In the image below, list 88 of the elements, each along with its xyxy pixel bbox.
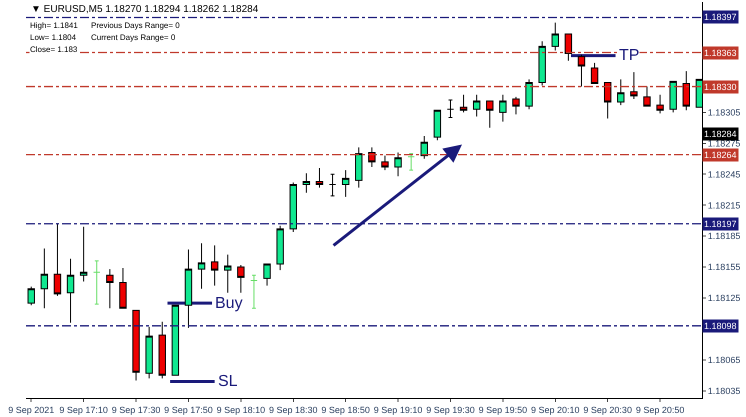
- ref-line-label: 1.18330: [704, 82, 737, 92]
- annotation: Current Days Range= 0: [91, 33, 176, 42]
- candlestick: [342, 170, 350, 198]
- x-tick-label: 9 Sep 20:10: [530, 404, 580, 415]
- candlestick: [434, 110, 442, 141]
- candlestick: [198, 242, 206, 290]
- candlestick: [172, 304, 180, 376]
- candlestick: [132, 310, 140, 381]
- candlestick: [525, 78, 533, 110]
- x-tick-label: 9 Sep 19:50: [478, 404, 528, 415]
- candlestick: [145, 326, 153, 379]
- y-tick-label: 1.18155: [708, 262, 740, 272]
- candlestick: [302, 172, 310, 194]
- candlestick: [66, 258, 74, 324]
- x-tick-label: 9 Sep 19:30: [426, 404, 475, 415]
- candlestick: [355, 146, 362, 188]
- annotation: High= 1.1841: [30, 21, 78, 30]
- annotation: Close= 1.183: [30, 45, 78, 54]
- x-tick-label: 9 Sep 19:10: [374, 404, 422, 415]
- y-tick-label: 1.18035: [708, 386, 740, 396]
- x-tick-label: 9 Sep 20:50: [636, 404, 684, 415]
- series-label: TP: [619, 47, 640, 64]
- candlestick: [446, 99, 454, 118]
- candlestick: [119, 268, 127, 309]
- candlestick: [460, 94, 468, 113]
- candlestick: [40, 248, 48, 309]
- candlestick: [590, 62, 598, 84]
- candlestick: [512, 96, 520, 115]
- candlestick: [486, 100, 494, 128]
- ref-line-label: 1.18197: [704, 219, 737, 229]
- y-tick-label: 1.18245: [708, 169, 740, 180]
- candlestick: [552, 22, 559, 51]
- x-tick-label: 9 Sep 17:10: [59, 404, 108, 415]
- x-tick-label: 9 Sep 18:50: [321, 404, 370, 415]
- chart-title: ▼ EURUSD,M5 1.18270 1.18294 1.18262 1.18284: [31, 4, 259, 15]
- candlestick: [328, 174, 336, 196]
- candlestick: [381, 155, 389, 171]
- y-tick-label: 1.18185: [708, 231, 740, 242]
- candlestick: [54, 223, 62, 296]
- candlestick: [420, 136, 428, 160]
- x-tick-label: 9 Sep 17:50: [164, 404, 213, 415]
- candlestick: [643, 86, 651, 107]
- x-tick-label: 9 Sep 2021: [8, 404, 54, 415]
- candlestick: [564, 33, 572, 62]
- y-tick-label: 1.18065: [708, 354, 740, 365]
- candlestick: [407, 153, 415, 171]
- series-label: Buy: [215, 295, 243, 312]
- candlestick: [106, 268, 114, 309]
- y-tick-label: 1.18305: [708, 107, 740, 118]
- candlestick: [472, 94, 480, 117]
- series-label: SL: [218, 373, 238, 390]
- annotation: 1.18284: [704, 129, 737, 139]
- candlestick: [263, 263, 271, 286]
- candlestick: [158, 321, 166, 379]
- ref-line-label: 1.18264: [704, 150, 737, 160]
- ref-line-label: 1.18363: [704, 48, 737, 58]
- candlestick: [316, 168, 324, 188]
- y-tick-label: 1.18215: [708, 200, 740, 210]
- candlestick: [250, 274, 258, 309]
- candlestick: [290, 182, 297, 232]
- candlestick: [682, 70, 690, 111]
- y-tick-label: 1.18125: [708, 293, 740, 304]
- candlestick: [184, 249, 192, 328]
- x-tick-label: 9 Sep 18:10: [216, 404, 266, 415]
- candlestick: [28, 286, 35, 306]
- candlestick: [276, 225, 284, 271]
- candlestick: [93, 260, 100, 305]
- candlestick: [538, 40, 546, 86]
- annotation: Low= 1.1804: [30, 33, 77, 42]
- ref-line-label: 1.18397: [704, 12, 737, 22]
- x-tick-label: 9 Sep 17:30: [112, 404, 160, 415]
- ref-line-label: 1.18098: [704, 321, 737, 331]
- candlestick: [630, 72, 638, 100]
- x-tick-label: 9 Sep 18:30: [268, 404, 318, 415]
- candlestick: [604, 82, 612, 120]
- candlestick: [617, 78, 624, 106]
- candlestick: [210, 244, 218, 286]
- candlestick: [669, 80, 677, 113]
- candlestick: [224, 254, 232, 294]
- candlestick: [80, 226, 88, 282]
- candlestick: [394, 152, 402, 177]
- y-tick-label: 1.18275: [708, 138, 740, 148]
- candlestick: [578, 54, 586, 88]
- candlestick: [499, 94, 507, 122]
- candlestick: [656, 94, 664, 114]
- annotation: Previous Days Range= 0: [91, 21, 180, 30]
- candlestick: [237, 264, 245, 294]
- x-tick-label: 9 Sep 20:30: [583, 404, 632, 415]
